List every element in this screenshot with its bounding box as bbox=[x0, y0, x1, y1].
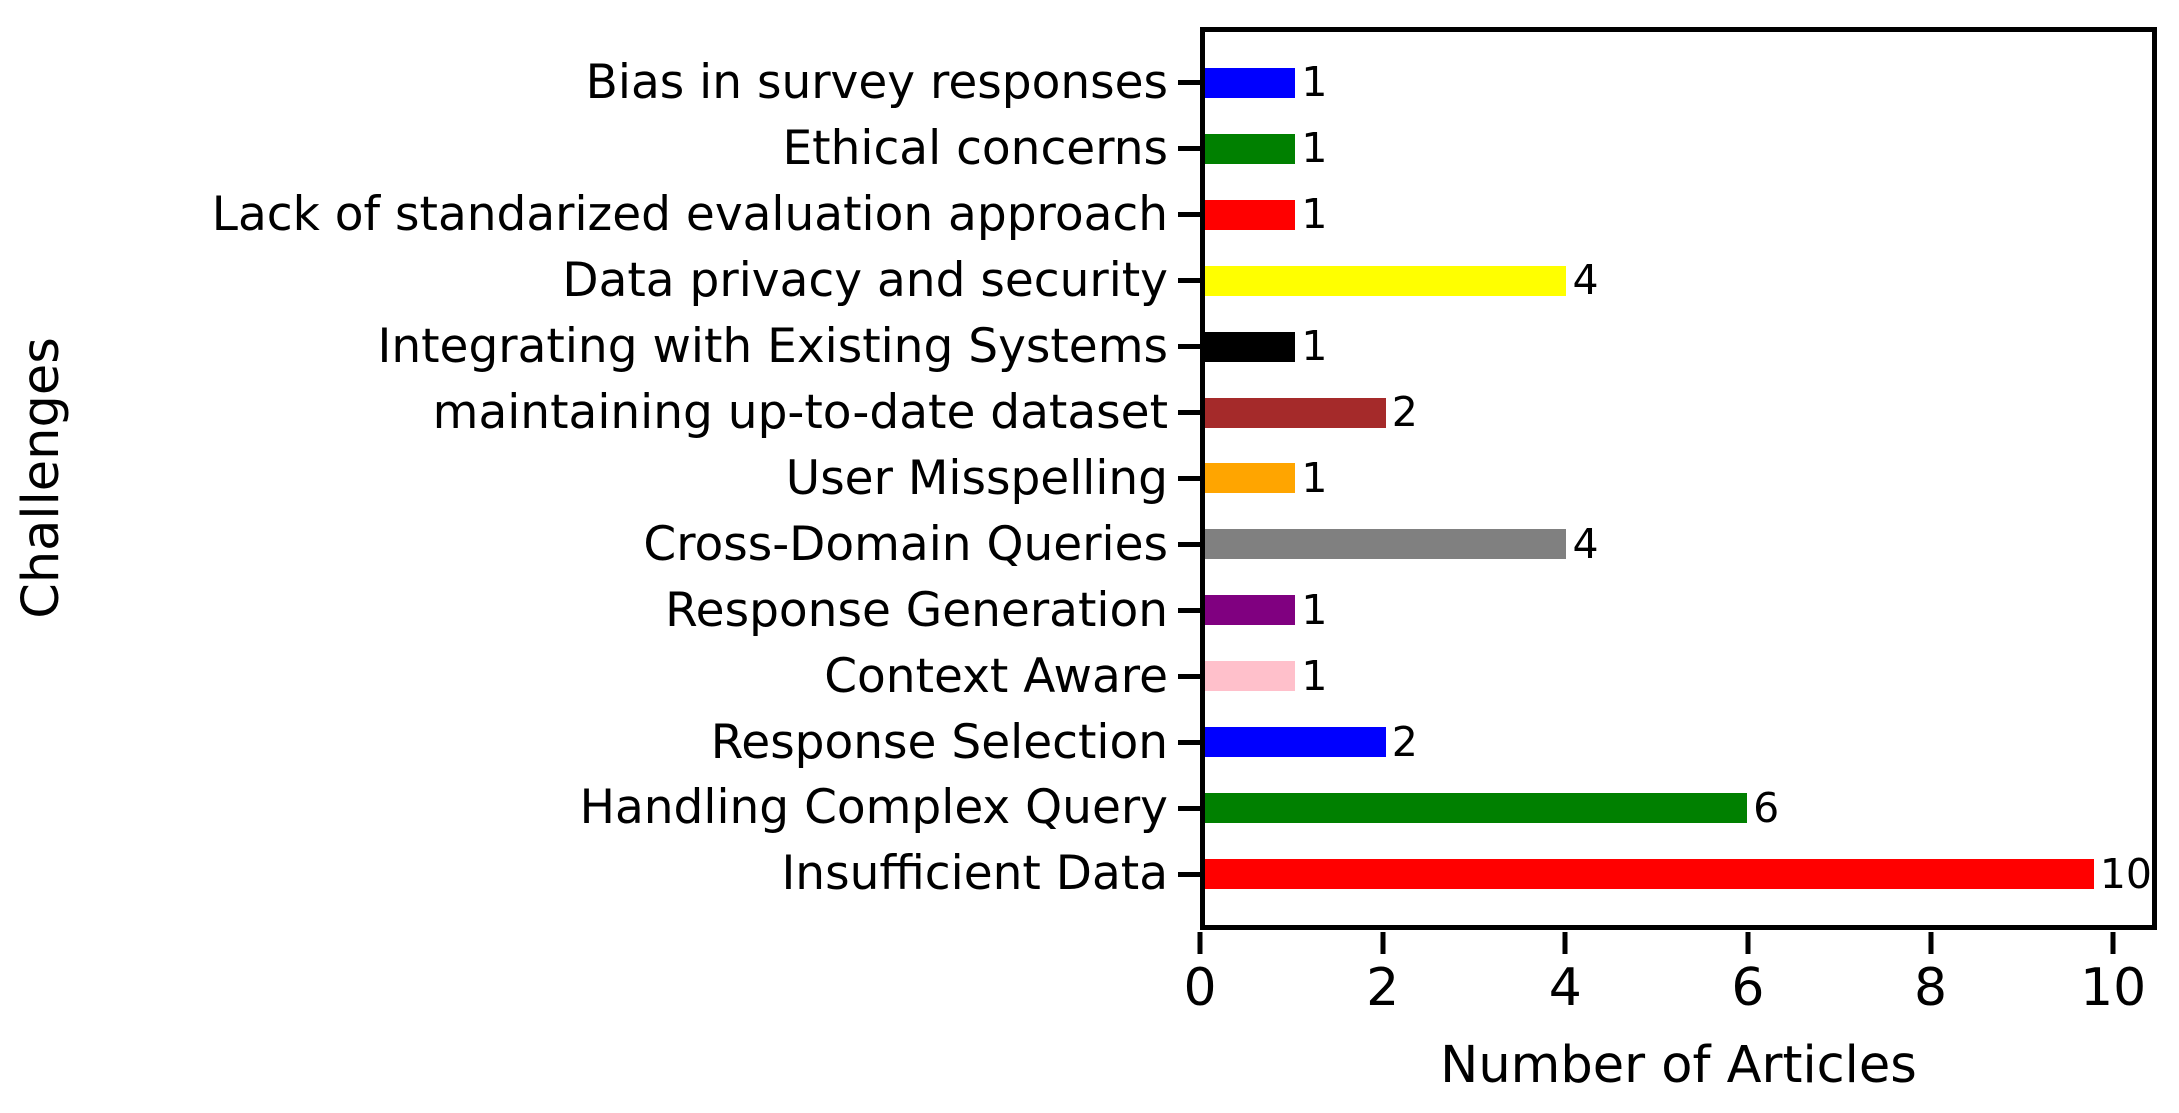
y-tick-mark bbox=[1178, 475, 1200, 481]
bar-row-user-misspelling: 1 bbox=[1205, 446, 2152, 512]
y-category-row-context-aware: Context Aware bbox=[0, 643, 1200, 709]
bar-value-label: 2 bbox=[1391, 717, 1418, 766]
x-tick-label: 6 bbox=[1731, 958, 1765, 1018]
bar-value-label: 4 bbox=[1572, 256, 1599, 305]
bar-value-label: 1 bbox=[1301, 190, 1328, 239]
bar-row-handling-complex-query: 6 bbox=[1205, 775, 2152, 841]
y-tick-mark bbox=[1178, 871, 1200, 877]
y-category-row-lack-of-standarized-evaluation-approach: Lack of standarized evaluation approach bbox=[0, 182, 1200, 248]
x-axis-title: Number of Articles bbox=[1440, 1036, 1917, 1095]
y-category-row-handling-complex-query: Handling Complex Query bbox=[0, 775, 1200, 841]
plot-area bbox=[1200, 27, 2157, 930]
x-axis: 0 2 4 6 8 10 bbox=[1183, 930, 2157, 1055]
y-tick-label-response-selection: Response Selection bbox=[710, 714, 1168, 770]
y-tick-label-integrating-with-existing-systems: Integrating with Existing Systems bbox=[377, 318, 1168, 374]
y-tick-label-data-privacy-and-security: Data privacy and security bbox=[562, 253, 1168, 309]
bar-row-data-privacy-and-security: 4 bbox=[1205, 248, 2152, 314]
bar-value-label: 4 bbox=[1572, 519, 1599, 568]
y-category-row-data-privacy-and-security: Data privacy and security bbox=[0, 248, 1200, 314]
bar-value-label: 1 bbox=[1301, 651, 1328, 700]
bar-value-label: 1 bbox=[1301, 322, 1328, 371]
y-tick-label-ethical-concerns: Ethical concerns bbox=[782, 121, 1168, 177]
y-category-row-integrating-with-existing-systems: Integrating with Existing Systems bbox=[0, 314, 1200, 380]
y-tick-label-maintaining-up-to-date-dataset: maintaining up-to-date dataset bbox=[432, 384, 1168, 440]
bar-lack-of-standarized-evaluation-approach bbox=[1205, 199, 1296, 230]
bars-container: 1 1 1 4 1 2 1 4 1 1 2 6 10 bbox=[1205, 32, 2152, 925]
x-tick-mark bbox=[1562, 932, 1568, 954]
x-tick-label: 8 bbox=[1913, 958, 1948, 1018]
bar-row-integrating-with-existing-systems: 1 bbox=[1205, 314, 2152, 380]
y-tick-label-lack-of-standarized-evaluation-approach: Lack of standarized evaluation approach bbox=[211, 187, 1168, 243]
bar-row-bias-in-survey-responses: 1 bbox=[1205, 50, 2152, 116]
y-tick-mark bbox=[1178, 146, 1200, 152]
bar-value-label: 1 bbox=[1301, 585, 1328, 634]
y-tick-mark bbox=[1178, 739, 1200, 745]
bar-user-misspelling bbox=[1205, 463, 1296, 494]
x-tick-mark bbox=[1745, 932, 1751, 954]
y-tick-mark bbox=[1178, 673, 1200, 679]
bar-value-label: 10 bbox=[2099, 849, 2152, 898]
y-tick-mark bbox=[1178, 805, 1200, 811]
x-tick-mark bbox=[1197, 932, 1203, 954]
y-tick-label-context-aware: Context Aware bbox=[824, 648, 1168, 704]
y-tick-mark bbox=[1178, 541, 1200, 547]
bar-row-maintaining-up-to-date-dataset: 2 bbox=[1205, 380, 2152, 446]
x-tick-label: 0 bbox=[1183, 958, 1217, 1018]
y-tick-mark bbox=[1178, 212, 1200, 218]
bar-ethical-concerns bbox=[1205, 133, 1296, 164]
y-category-row-user-misspelling: User Misspelling bbox=[0, 446, 1200, 512]
x-tick-mark bbox=[1380, 932, 1386, 954]
y-tick-label-bias-in-survey-responses: Bias in survey responses bbox=[585, 55, 1168, 111]
bar-row-response-generation: 1 bbox=[1205, 577, 2152, 643]
bar-response-generation bbox=[1205, 595, 1296, 626]
bar-value-label: 1 bbox=[1301, 58, 1328, 107]
x-tick-mark bbox=[1928, 932, 1934, 954]
x-tick-mark bbox=[2110, 932, 2116, 954]
y-tick-mark bbox=[1178, 80, 1200, 86]
bar-maintaining-up-to-date-dataset bbox=[1205, 397, 1386, 428]
y-category-row-bias-in-survey-responses: Bias in survey responses bbox=[0, 50, 1200, 116]
bar-row-cross-domain-queries: 4 bbox=[1205, 511, 2152, 577]
y-category-row-insufficient-data: Insufficient Data bbox=[0, 841, 1200, 907]
bar-context-aware bbox=[1205, 661, 1296, 692]
y-axis-category-labels: Bias in survey responses Ethical concerns… bbox=[0, 32, 1200, 925]
bar-row-insufficient-data: 10 bbox=[1205, 841, 2152, 907]
y-tick-mark bbox=[1178, 278, 1200, 284]
x-tick-label: 2 bbox=[1366, 958, 1400, 1018]
bar-data-privacy-and-security bbox=[1205, 265, 1567, 296]
bar-row-lack-of-standarized-evaluation-approach: 1 bbox=[1205, 182, 2152, 248]
x-tick-label: 4 bbox=[1548, 958, 1582, 1018]
bar-row-context-aware: 1 bbox=[1205, 643, 2152, 709]
y-tick-mark bbox=[1178, 410, 1200, 416]
bar-cross-domain-queries bbox=[1205, 529, 1567, 560]
bar-response-selection bbox=[1205, 727, 1386, 758]
y-tick-label-response-generation: Response Generation bbox=[665, 582, 1168, 638]
bar-value-label: 1 bbox=[1301, 124, 1328, 173]
y-tick-label-cross-domain-queries: Cross-Domain Queries bbox=[643, 516, 1168, 572]
bar-integrating-with-existing-systems bbox=[1205, 331, 1296, 362]
bar-row-response-selection: 2 bbox=[1205, 709, 2152, 775]
bar-insufficient-data bbox=[1205, 859, 2094, 890]
bar-value-label: 2 bbox=[1391, 388, 1418, 437]
y-category-row-maintaining-up-to-date-dataset: maintaining up-to-date dataset bbox=[0, 380, 1200, 446]
y-tick-mark bbox=[1178, 607, 1200, 613]
y-tick-mark bbox=[1178, 344, 1200, 350]
y-tick-label-insufficient-data: Insufficient Data bbox=[781, 846, 1168, 902]
y-tick-label-handling-complex-query: Handling Complex Query bbox=[579, 780, 1168, 836]
bar-bias-in-survey-responses bbox=[1205, 67, 1296, 98]
y-category-row-cross-domain-queries: Cross-Domain Queries bbox=[0, 511, 1200, 577]
y-category-row-response-selection: Response Selection bbox=[0, 709, 1200, 775]
y-category-row-response-generation: Response Generation bbox=[0, 577, 1200, 643]
x-tick-label: 10 bbox=[2080, 958, 2147, 1018]
y-tick-label-user-misspelling: User Misspelling bbox=[785, 450, 1168, 506]
bar-row-ethical-concerns: 1 bbox=[1205, 116, 2152, 182]
bar-handling-complex-query bbox=[1205, 793, 1748, 824]
y-category-row-ethical-concerns: Ethical concerns bbox=[0, 116, 1200, 182]
bar-value-label: 6 bbox=[1753, 783, 1780, 832]
bar-value-label: 1 bbox=[1301, 453, 1328, 502]
